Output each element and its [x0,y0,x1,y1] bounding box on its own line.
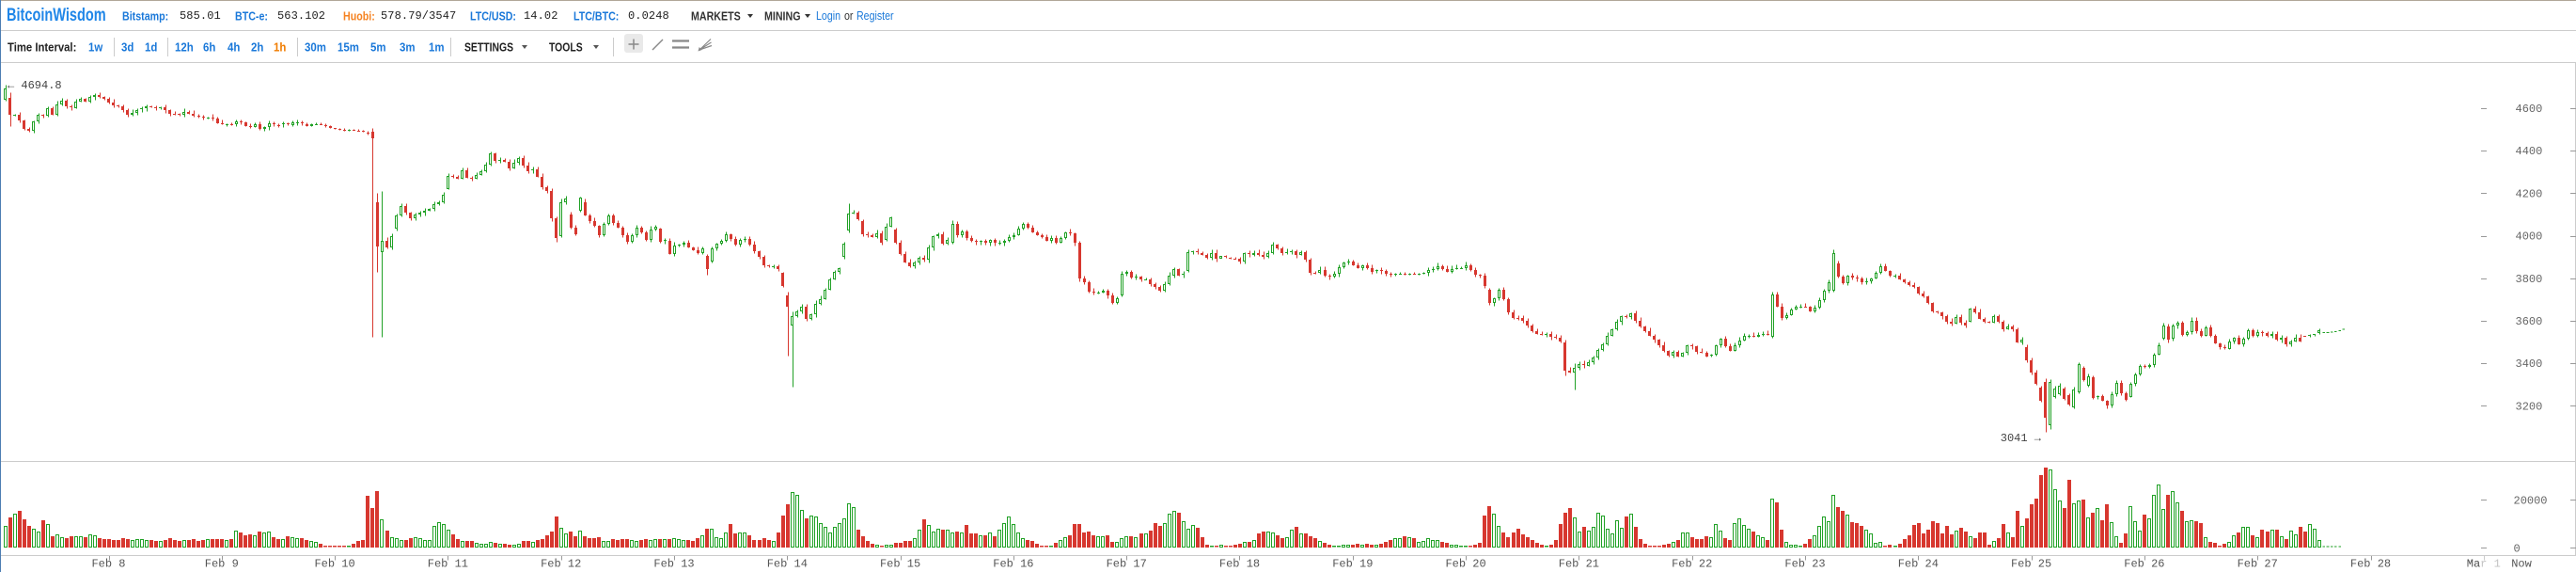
svg-text:Feb 12: Feb 12 [541,558,581,571]
svg-text:Feb 14: Feb 14 [767,558,808,571]
svg-text:4000: 4000 [2516,230,2543,244]
svg-text:Feb 23: Feb 23 [1784,558,1825,571]
svg-text:20000: 20000 [2514,495,2548,508]
svg-text:Feb 15: Feb 15 [880,558,920,571]
svg-text:Ma: Ma [2467,558,2480,571]
svg-text:Feb 25: Feb 25 [2011,558,2051,571]
svg-text:Feb 8: Feb 8 [91,558,125,571]
svg-text:Feb 11: Feb 11 [428,558,468,571]
svg-text:Feb 19: Feb 19 [1332,558,1373,571]
svg-text:3200: 3200 [2516,400,2543,413]
svg-text:4400: 4400 [2516,145,2543,158]
svg-text:Mar 1: Mar 1 [2467,558,2501,571]
svg-text:Feb 9: Feb 9 [205,558,239,571]
svg-text:4600: 4600 [2516,103,2543,116]
svg-text:Feb 24: Feb 24 [1898,558,1939,571]
svg-text:Feb 21: Feb 21 [1559,558,1599,571]
svg-text:Feb 13: Feb 13 [653,558,694,571]
svg-text:3041 →: 3041 → [2001,432,2042,445]
svg-text:Feb 16: Feb 16 [993,558,1033,571]
svg-text:Feb 10: Feb 10 [314,558,354,571]
svg-text:4200: 4200 [2516,187,2543,200]
svg-text:Feb 22: Feb 22 [1672,558,1712,571]
svg-text:0: 0 [2514,543,2521,556]
svg-text:3400: 3400 [2516,358,2543,371]
svg-text:Now: Now [2511,558,2532,571]
svg-text:Feb 27: Feb 27 [2238,558,2278,571]
svg-text:← 4694.8: ← 4694.8 [8,79,62,92]
svg-text:Feb 20: Feb 20 [1445,558,1485,571]
svg-text:Feb 28: Feb 28 [2350,558,2391,571]
svg-text:3600: 3600 [2516,315,2543,328]
svg-text:3800: 3800 [2516,273,2543,286]
svg-text:Feb 17: Feb 17 [1107,558,1147,571]
svg-text:Feb 18: Feb 18 [1219,558,1260,571]
svg-text:Feb 26: Feb 26 [2124,558,2164,571]
